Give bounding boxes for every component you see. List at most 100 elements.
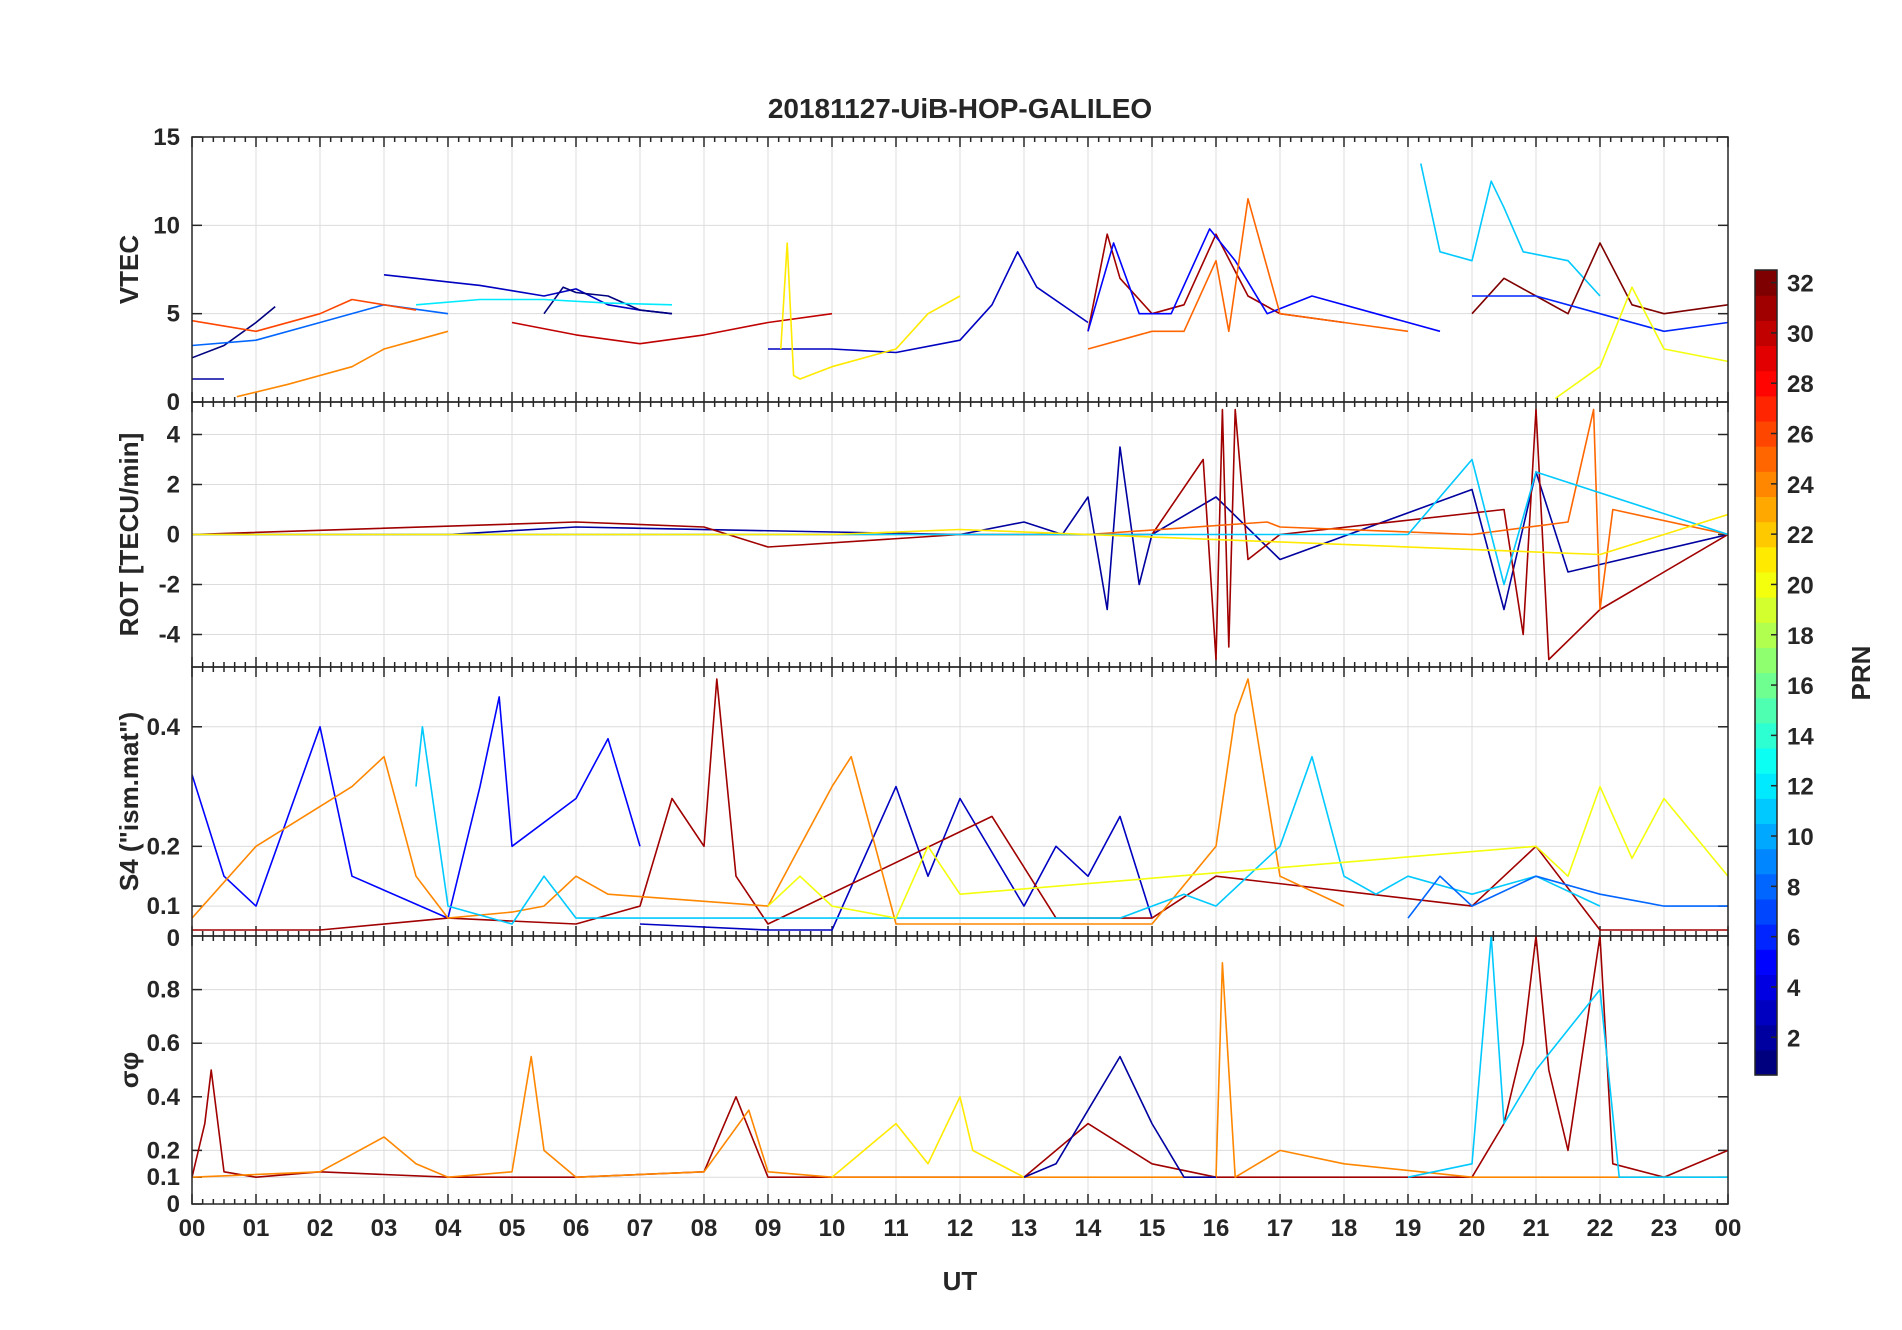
x-tick-label: 04 bbox=[435, 1215, 462, 1242]
colorbar-cell bbox=[1755, 270, 1777, 296]
y-tick-label-top: 0 bbox=[167, 925, 180, 952]
panel-rot: -4 -2 0 2 4 ROT [TECU/min] bbox=[114, 401, 1729, 668]
colorbar-cell bbox=[1755, 320, 1777, 347]
series-line-prn-2 bbox=[1023, 1055, 1216, 1178]
colorbar-cell bbox=[1755, 622, 1777, 648]
series-group bbox=[192, 678, 1728, 931]
y-axis-label: S4 ("ism.mat") bbox=[114, 712, 144, 891]
series-line-prn-21 bbox=[780, 242, 961, 380]
colorbar-cell bbox=[1755, 848, 1777, 875]
colorbar-cell bbox=[1755, 873, 1777, 900]
x-tick-label: 20 bbox=[1459, 1215, 1486, 1242]
series-line-prn-31 bbox=[192, 936, 1728, 1178]
x-axis-label: UT bbox=[943, 1266, 978, 1296]
colorbar-cell bbox=[1755, 546, 1777, 573]
colorbar-cell bbox=[1755, 370, 1777, 397]
series-line-prn-20 bbox=[1554, 286, 1728, 400]
colorbar-tick-label: 2 bbox=[1787, 1025, 1800, 1052]
y-axis-label: σφ bbox=[114, 1052, 144, 1088]
colorbar-cell bbox=[1755, 1024, 1777, 1051]
series-group bbox=[192, 163, 1728, 400]
series-line-prn-21 bbox=[192, 513, 1728, 556]
y-tick-label: 0 bbox=[167, 389, 180, 416]
x-tick-label: 11 bbox=[883, 1215, 908, 1242]
x-tick-label: 12 bbox=[947, 1215, 974, 1242]
y-tick-label: 2 bbox=[167, 472, 180, 499]
colorbar-tick-label: 16 bbox=[1787, 673, 1814, 700]
series-line-prn-21 bbox=[831, 1096, 1025, 1178]
y-tick-label: 0.4 bbox=[147, 1084, 181, 1111]
panel-vtec: 0 5 10 15 VTEC bbox=[114, 124, 1729, 416]
y-tick-label: 5 bbox=[167, 301, 180, 328]
colorbar-tick-label: 22 bbox=[1787, 522, 1814, 549]
colorbar-cell bbox=[1755, 471, 1777, 498]
colorbar-cell bbox=[1755, 1049, 1777, 1076]
colorbar-tick-label: 6 bbox=[1787, 925, 1800, 952]
colorbar-cell bbox=[1755, 571, 1777, 598]
series-line-prn-1 bbox=[192, 305, 276, 359]
series-line-prn-25 bbox=[1087, 198, 1409, 350]
x-tick-label: 14 bbox=[1075, 1215, 1102, 1242]
colorbar-tick-label: 10 bbox=[1787, 824, 1814, 851]
colorbar-tick-label: 8 bbox=[1787, 874, 1800, 901]
y-tick-label: 0.2 bbox=[147, 1137, 180, 1164]
x-tick-label: 19 bbox=[1395, 1215, 1422, 1242]
series-line-prn-3 bbox=[639, 785, 1153, 931]
series-line-prn-5 bbox=[1087, 228, 1441, 333]
colorbar-cell bbox=[1755, 798, 1777, 825]
x-tick-label: 10 bbox=[819, 1215, 846, 1242]
colorbar-cell bbox=[1755, 773, 1777, 799]
x-tick-label: 17 bbox=[1267, 1215, 1294, 1242]
series-line-prn-26 bbox=[192, 298, 417, 333]
series-line-prn-2 bbox=[192, 446, 1728, 611]
colorbar-cell bbox=[1755, 924, 1777, 950]
colorbar-frame bbox=[1754, 269, 1778, 1076]
series-line-prn-24 bbox=[236, 330, 449, 398]
colorbar-cell bbox=[1755, 898, 1777, 925]
y-tick-label: 0.4 bbox=[147, 714, 181, 741]
axes-frame bbox=[191, 935, 1729, 1205]
x-tick-label: 05 bbox=[499, 1215, 526, 1242]
series-line-prn-11 bbox=[1420, 163, 1601, 297]
x-tick-label: 21 bbox=[1523, 1215, 1550, 1242]
series-line-prn-20 bbox=[767, 785, 1728, 919]
colorbar-tick-label: 20 bbox=[1787, 572, 1814, 599]
colorbar-label: PRN bbox=[1846, 646, 1876, 701]
x-tick-label: 02 bbox=[307, 1215, 334, 1242]
series-line-prn-6 bbox=[1472, 295, 1728, 333]
x-tick-label: 23 bbox=[1651, 1215, 1678, 1242]
y-tick-label: 0.1 bbox=[147, 893, 180, 920]
colorbar-cell bbox=[1755, 999, 1777, 1026]
colorbar-tick-label: 4 bbox=[1787, 975, 1801, 1002]
series-line-prn-31 bbox=[192, 408, 1728, 661]
x-tick-label: 08 bbox=[691, 1215, 718, 1242]
series-line-prn-8 bbox=[1407, 875, 1728, 919]
series-line-prn-31 bbox=[192, 678, 1728, 931]
colorbar-cell bbox=[1755, 974, 1777, 1001]
colorbar-cell bbox=[1755, 295, 1777, 321]
colorbar-tick-label: 30 bbox=[1787, 321, 1814, 348]
colorbar-cell bbox=[1755, 420, 1777, 447]
y-tick-label: 0.8 bbox=[147, 977, 180, 1004]
colorbar-tick-label: 26 bbox=[1787, 422, 1814, 449]
series-line-prn-30 bbox=[511, 312, 833, 345]
x-tick-label: 01 bbox=[243, 1215, 270, 1242]
colorbar-cell bbox=[1755, 722, 1777, 749]
x-tick-label: 18 bbox=[1331, 1215, 1358, 1242]
colorbar-tick-label: 28 bbox=[1787, 371, 1814, 398]
y-tick-label: 0.6 bbox=[147, 1030, 180, 1057]
x-tick-label: 09 bbox=[755, 1215, 782, 1242]
y-axis-label: VTEC bbox=[114, 235, 144, 305]
colorbar-cell bbox=[1755, 597, 1777, 623]
series-line-prn-12 bbox=[415, 298, 673, 306]
colorbar-cell bbox=[1755, 345, 1777, 372]
colorbar-cell bbox=[1755, 747, 1777, 774]
chart-title: 20181127-UiB-HOP-GALILEO bbox=[768, 93, 1152, 124]
series-group bbox=[192, 408, 1728, 661]
y-tick-label: -4 bbox=[159, 622, 181, 649]
y-tick-label: -2 bbox=[159, 572, 180, 599]
